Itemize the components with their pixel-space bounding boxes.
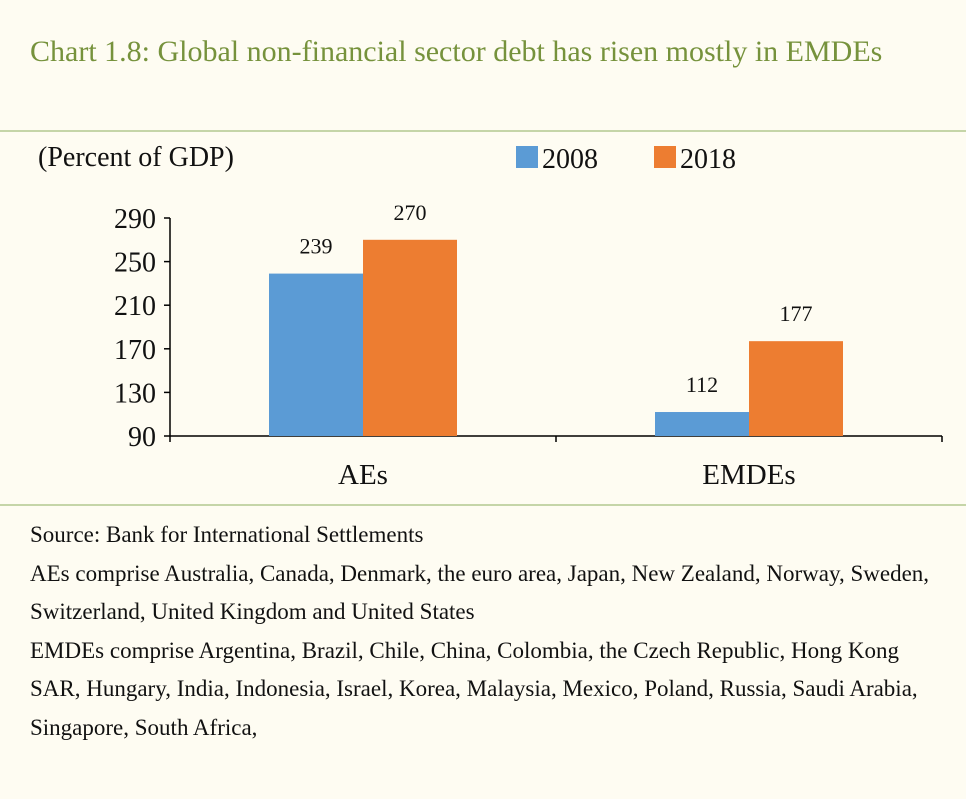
y-tick-label: 90 <box>128 422 156 453</box>
y-tick-label: 130 <box>114 378 156 409</box>
x-tick-label: AEs <box>338 459 388 491</box>
bar <box>749 341 843 436</box>
data-label: 239 <box>300 234 333 259</box>
source-note: Source: Bank for International Settlemen… <box>30 522 424 547</box>
chart-notes: Source: Bank for International Settlemen… <box>30 516 950 747</box>
y-axis-label: (Percent of GDP) <box>38 142 234 173</box>
data-label: 112 <box>686 372 718 397</box>
bar-chart: (Percent of GDP) 2008 2018 90 130 170 210 250… <box>38 142 943 491</box>
legend-swatch <box>654 146 676 168</box>
y-tick-label: 170 <box>114 335 156 366</box>
data-label: 270 <box>394 200 427 225</box>
data-label: 177 <box>780 301 813 326</box>
bottom-divider <box>0 504 966 506</box>
bar <box>269 273 363 436</box>
legend-label: 2018 <box>680 144 736 175</box>
y-tick-label: 210 <box>114 291 156 322</box>
y-tick-label: 290 <box>114 204 156 235</box>
bar <box>655 412 749 436</box>
x-tick-label: EMDEs <box>702 459 795 491</box>
bars: 239 270 112 177 <box>269 200 843 436</box>
legend-label: 2008 <box>542 144 598 175</box>
legend: 2008 2018 <box>516 144 736 175</box>
bar <box>363 239 457 436</box>
chart-title: Chart 1.8: Global non-financial sector d… <box>30 35 883 68</box>
legend-swatch <box>516 146 538 168</box>
emdes-note: EMDEs comprise Argentina, Brazil, Chile,… <box>30 637 918 740</box>
y-tick-label: 250 <box>114 248 156 279</box>
aes-note: AEs comprise Australia, Canada, Denmark,… <box>30 560 930 625</box>
top-divider <box>0 130 966 132</box>
